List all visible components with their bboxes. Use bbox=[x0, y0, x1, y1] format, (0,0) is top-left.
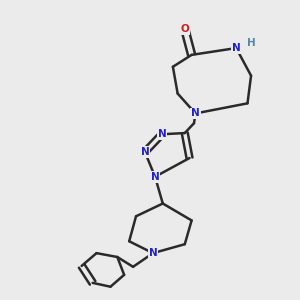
Text: N: N bbox=[148, 248, 157, 258]
Text: N: N bbox=[151, 172, 159, 182]
Text: O: O bbox=[180, 24, 189, 34]
Text: N: N bbox=[158, 129, 166, 139]
Text: N: N bbox=[141, 147, 149, 157]
Text: N: N bbox=[232, 43, 241, 53]
Text: N: N bbox=[191, 108, 200, 118]
Text: H: H bbox=[247, 38, 255, 48]
